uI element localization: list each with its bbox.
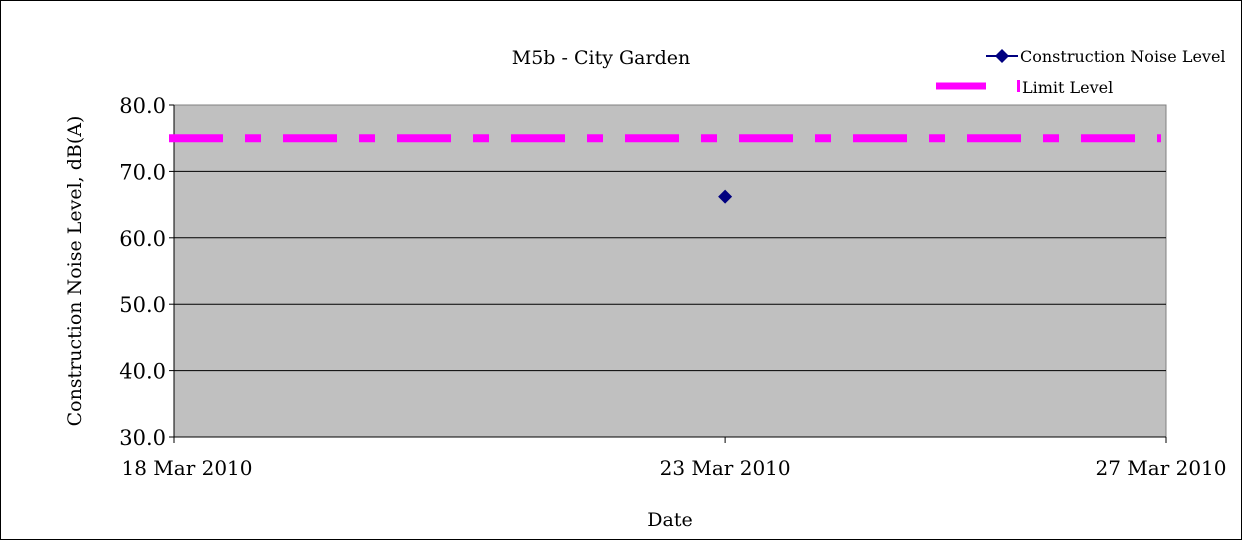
- x-axis-label: Date: [647, 509, 692, 531]
- legend-label-limit-level: Limit Level: [1022, 78, 1113, 97]
- legend: Construction Noise Level Limit Level: [936, 47, 1226, 97]
- plot-area: [173, 104, 1167, 438]
- y-tick-label-1: 40.0: [119, 360, 166, 384]
- y-tick-label-2: 50.0: [119, 293, 166, 317]
- y-tick-label-4: 70.0: [119, 160, 166, 184]
- y-tick-label-0: 30.0: [119, 426, 166, 450]
- legend-limit-tick: [1017, 80, 1020, 92]
- legend-marker-diamond: [995, 49, 1009, 63]
- chart-title: M5b - City Garden: [512, 47, 690, 69]
- y-tick-label-5: 80.0: [119, 94, 166, 118]
- x-tick-label-2: 27 Mar 2010: [1095, 456, 1226, 480]
- y-axis-label: Construction Noise Level, dB(A): [64, 116, 86, 427]
- x-tick-label-1: 23 Mar 2010: [660, 456, 791, 480]
- y-tick-label-3: 60.0: [119, 227, 166, 251]
- data-point-0-0: [718, 189, 733, 204]
- x-tick-label-0: 18 Mar 2010: [121, 456, 252, 480]
- legend-label-construction-noise: Construction Noise Level: [1020, 47, 1226, 66]
